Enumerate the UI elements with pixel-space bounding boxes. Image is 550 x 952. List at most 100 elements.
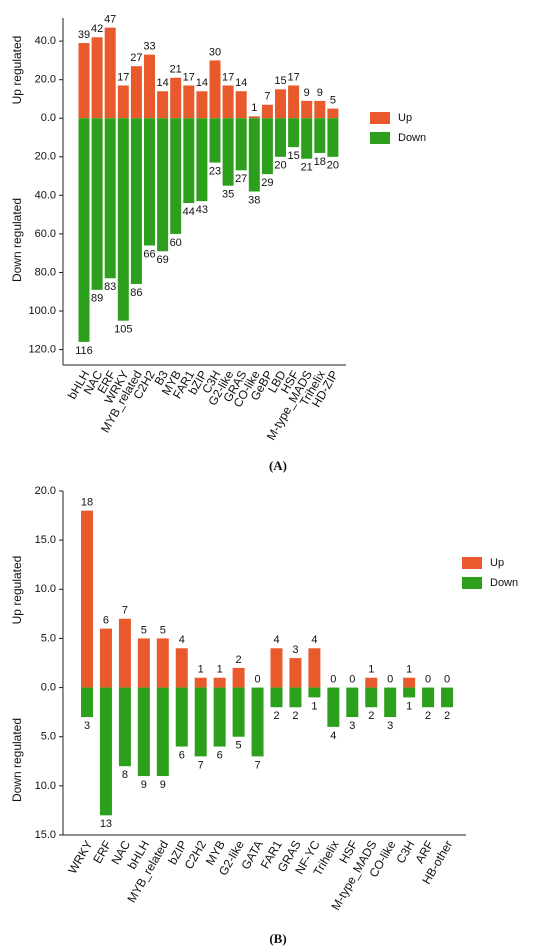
- data-label: 6: [103, 615, 109, 627]
- bar: [314, 118, 326, 153]
- legend-label: Up: [490, 557, 504, 569]
- data-label: 1: [217, 664, 223, 676]
- bar: [270, 648, 283, 688]
- bar: [118, 687, 131, 767]
- bar: [130, 66, 142, 119]
- data-label: 20: [274, 160, 286, 172]
- bar: [175, 648, 188, 688]
- bar: [288, 118, 300, 148]
- data-label: 60: [170, 237, 182, 249]
- data-label: 2: [444, 710, 450, 722]
- data-label: 5: [330, 95, 336, 107]
- bar: [117, 118, 129, 321]
- y-tick-label: 80.0: [35, 266, 56, 278]
- bar: [327, 118, 339, 157]
- data-label: 0: [425, 673, 431, 685]
- data-label: 18: [81, 497, 93, 509]
- data-label: 0: [349, 673, 355, 685]
- bar: [275, 118, 286, 157]
- bar: [301, 118, 313, 159]
- bar: [235, 91, 247, 119]
- legend-label: Up: [398, 112, 412, 124]
- bar: [308, 687, 321, 698]
- data-label: 2: [425, 710, 431, 722]
- data-label: 4: [311, 634, 317, 646]
- data-label: 14: [156, 77, 168, 89]
- bar: [81, 510, 93, 688]
- data-label: 42: [91, 23, 103, 35]
- bar: [365, 677, 378, 688]
- bar: [78, 43, 90, 119]
- bar: [144, 54, 155, 119]
- data-label: 105: [114, 324, 132, 336]
- bar: [213, 677, 226, 688]
- bar: [403, 687, 416, 698]
- data-label: 4: [273, 634, 279, 646]
- bar: [156, 638, 169, 688]
- data-label: 2: [292, 710, 298, 722]
- bar: [81, 687, 93, 718]
- bar: [232, 687, 245, 737]
- data-label: 17: [222, 71, 234, 83]
- y-tick-label: 15.0: [35, 534, 56, 546]
- bar: [175, 687, 188, 747]
- bar: [235, 118, 247, 171]
- data-label: 1: [406, 664, 412, 676]
- bar: [441, 687, 454, 708]
- data-label: 20: [327, 160, 339, 172]
- y-label-up: Up regulated: [10, 556, 24, 625]
- legend-label: Down: [490, 577, 518, 589]
- data-label: 2: [368, 710, 374, 722]
- data-label: 18: [314, 156, 326, 168]
- data-label: 83: [104, 281, 116, 293]
- bar: [289, 658, 302, 688]
- data-label: 69: [156, 254, 168, 266]
- bar: [183, 118, 195, 204]
- data-label: 3: [349, 720, 355, 732]
- data-label: 2: [236, 654, 242, 666]
- data-label: 116: [75, 345, 93, 357]
- data-label: 0: [330, 673, 336, 685]
- legend-swatch: [370, 132, 390, 144]
- bar: [275, 89, 286, 119]
- y-tick-label: 40.0: [35, 35, 56, 47]
- data-label: 0: [254, 673, 260, 685]
- bar: [78, 118, 90, 342]
- legend-swatch: [462, 557, 482, 569]
- bar: [118, 618, 131, 688]
- bar: [232, 667, 245, 688]
- y-tick-label: 10.0: [35, 780, 56, 792]
- y-tick-label: 120.0: [28, 343, 56, 355]
- data-label: 9: [141, 779, 147, 791]
- bar: [365, 687, 378, 708]
- bar: [248, 118, 260, 192]
- data-label: 9: [304, 87, 310, 99]
- data-label: 30: [209, 46, 221, 58]
- data-label: 14: [235, 77, 247, 89]
- y-tick-label: 0.0: [41, 681, 56, 693]
- bar: [170, 118, 182, 234]
- bar: [137, 687, 150, 777]
- data-label: 4: [330, 730, 336, 742]
- data-label: 7: [254, 759, 260, 771]
- y-label-up: Up regulated: [10, 36, 24, 105]
- x-tick-label: B3: [151, 368, 171, 388]
- bar: [384, 687, 397, 718]
- bar: [270, 687, 283, 708]
- data-label: 8: [122, 769, 128, 781]
- bar: [157, 91, 169, 119]
- bar: [261, 118, 273, 175]
- bar: [196, 118, 208, 202]
- data-label: 15: [287, 150, 299, 162]
- bar: [183, 85, 195, 119]
- data-label: 17: [183, 71, 195, 83]
- bar: [261, 104, 273, 119]
- panel-label: (A): [269, 458, 287, 473]
- data-label: 47: [104, 14, 116, 26]
- y-tick-label: 5.0: [41, 632, 56, 644]
- bar: [248, 116, 260, 119]
- bar: [91, 37, 103, 119]
- bar: [288, 85, 300, 119]
- bar: [346, 687, 359, 718]
- y-tick-label: 100.0: [28, 305, 56, 317]
